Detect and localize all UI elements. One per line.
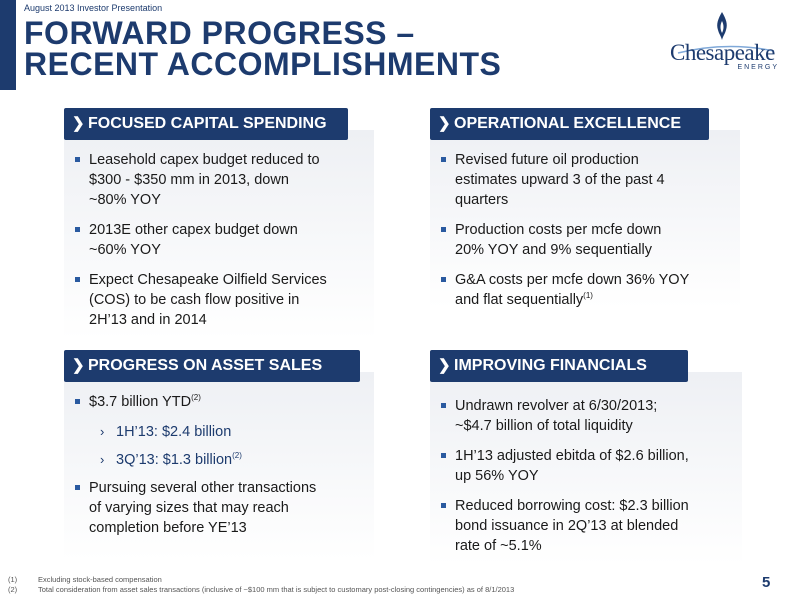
bullet-square-icon (441, 227, 446, 232)
bullet-square-icon (441, 403, 446, 408)
bullet-item: 2013E other capex budget down ~60% YOY (74, 220, 370, 260)
bullet-item: Undrawn revolver at 6/30/2013; ~$4.7 bil… (440, 396, 738, 436)
panel-header: ❯ IMPROVING FINANCIALS (430, 350, 688, 382)
panel-asset-sales: ❯ PROGRESS ON ASSET SALES $3.7 billion Y… (64, 350, 374, 560)
sub-bullet-item: › 1H’13: $2.4 billion (100, 424, 232, 440)
bullet-square-icon (441, 277, 446, 282)
chevron-right-icon: ❯ (72, 357, 85, 374)
bullet-item: Production costs per mcfe down 20% YOY a… (440, 220, 736, 260)
bullet-square-icon (75, 277, 80, 282)
bullet-item: Revised future oil production estimates … (440, 150, 736, 210)
title-line-1: FORWARD PROGRESS – (24, 15, 415, 51)
presentation-label: August 2013 Investor Presentation (24, 3, 163, 13)
bullet-square-icon (75, 157, 80, 162)
bullet-square-icon (75, 399, 80, 404)
bullet-square-icon (441, 157, 446, 162)
accent-bar (0, 0, 16, 90)
panel-header: ❯ OPERATIONAL EXCELLENCE (430, 108, 709, 140)
bullet-square-icon (75, 227, 80, 232)
bullet-item: Pursuing several other transactions of v… (74, 478, 370, 538)
chevron-right-icon: ❯ (72, 115, 85, 132)
logo-wordmark: Chesapeake (670, 40, 775, 65)
bullet-square-icon (75, 485, 80, 490)
bullet-item: G&A costs per mcfe down 36% YOY and flat… (440, 270, 736, 310)
footnote-ref: (2) (191, 393, 201, 403)
arrow-icon: › (100, 452, 105, 467)
bullet-item: Reduced borrowing cost: $2.3 billion bon… (440, 496, 738, 556)
chevron-right-icon: ❯ (438, 357, 451, 374)
panel-header: ❯ FOCUSED CAPITAL SPENDING (64, 108, 348, 140)
sub-bullet-item: › 3Q’13: $1.3 billion(2) (100, 451, 242, 468)
bullet-square-icon (441, 453, 446, 458)
bullet-item: 1H’13 adjusted ebitda of $2.6 billion, u… (440, 446, 738, 486)
footnote-ref: (2) (232, 451, 242, 461)
footnote-2: (2) Total consideration from asset sales … (8, 585, 515, 594)
panel-capital-spending: ❯ FOCUSED CAPITAL SPENDING Leasehold cap… (64, 108, 374, 340)
flame-icon (717, 12, 727, 40)
footnote-1: (1) Excluding stock-based compensation (8, 575, 162, 584)
page-title: FORWARD PROGRESS – RECENT ACCOMPLISHMENT… (24, 15, 502, 82)
panel-operational-excellence: ❯ OPERATIONAL EXCELLENCE Revised future … (430, 108, 740, 308)
bullet-item: $3.7 billion YTD(2) (74, 392, 370, 412)
title-line-2: RECENT ACCOMPLISHMENTS (24, 46, 502, 82)
page-number: 5 (762, 574, 771, 591)
bullet-square-icon (441, 503, 446, 508)
company-logo: Chesapeake ENERGY (670, 10, 785, 80)
arrow-icon: › (100, 424, 105, 439)
panel-header: ❯ PROGRESS ON ASSET SALES (64, 350, 360, 382)
chevron-right-icon: ❯ (438, 115, 451, 132)
panel-improving-financials: ❯ IMPROVING FINANCIALS Undrawn revolver … (430, 350, 742, 565)
footnotes: (1) Excluding stock-based compensation (2… (8, 575, 514, 595)
bullet-item: Expect Chesapeake Oilfield Services (COS… (74, 270, 370, 330)
swoosh-mark (677, 45, 775, 54)
logo-subtitle: ENERGY (737, 64, 779, 71)
bullet-item: Leasehold capex budget reduced to $300 -… (74, 150, 370, 210)
footnote-ref: (1) (583, 291, 593, 301)
